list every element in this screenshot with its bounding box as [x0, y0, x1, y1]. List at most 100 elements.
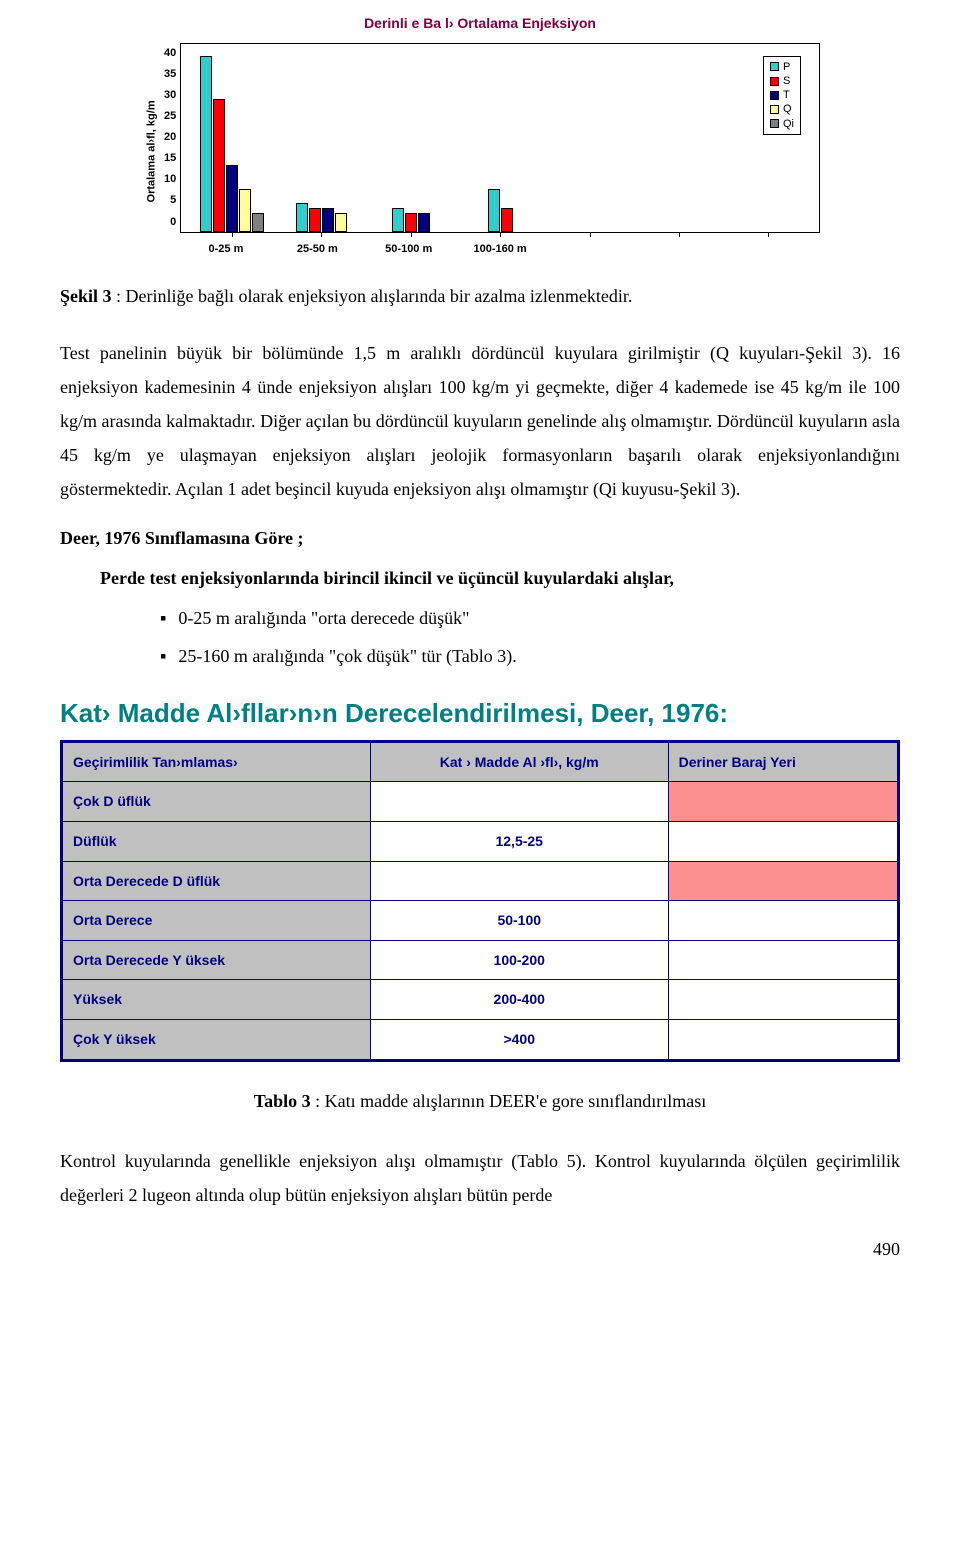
- bar: [392, 208, 404, 232]
- row-label: Düflük: [62, 822, 371, 862]
- plot-outer: PSTQQi 0-25 m25-50 m50-100 m100-160 m: [180, 43, 820, 260]
- legend-label: T: [783, 88, 790, 102]
- table-row: Orta Derece50-100: [62, 901, 899, 941]
- legend-item: S: [770, 74, 794, 88]
- bar: [296, 203, 308, 232]
- row-label: Orta Derece: [62, 901, 371, 941]
- deer-heading: Deer, 1976 Sınıflamasına Göre ;: [60, 521, 900, 555]
- table-row: Orta Derecede D üflük: [62, 861, 899, 901]
- table-header: Deriner Baraj Yeri: [668, 741, 898, 782]
- table-header: Kat › Madde Al ›fl›, kg/m: [370, 741, 668, 782]
- bar: [335, 213, 347, 232]
- bar-group: [545, 44, 634, 232]
- legend-item: P: [770, 60, 794, 74]
- bar: [418, 213, 430, 232]
- row-marker: [668, 861, 898, 901]
- bar-group: [455, 44, 544, 232]
- legend-item: Qi: [770, 117, 794, 131]
- bar-group: [634, 44, 723, 232]
- table-row: Yüksek200-400: [62, 980, 899, 1020]
- y-axis-label-box: Ortalama al›fl, kg/m: [140, 43, 164, 260]
- legend-item: Q: [770, 102, 794, 116]
- bar-group: [277, 44, 366, 232]
- row-label: Orta Derecede D üflük: [62, 861, 371, 901]
- row-marker: [668, 940, 898, 980]
- deer-table: Geçirimlilik Tan›mlamas›Kat › Madde Al ›…: [60, 740, 900, 1062]
- y-tick: 35: [164, 64, 176, 85]
- row-value: >400: [370, 1020, 668, 1061]
- row-value: 12,5-25: [370, 822, 668, 862]
- table-row: Çok D üflük: [62, 782, 899, 822]
- table-row: Düflük12,5-25: [62, 822, 899, 862]
- row-label: Yüksek: [62, 980, 371, 1020]
- legend-swatch: [770, 91, 779, 100]
- bullet-item: 25-160 m aralığında "çok düşük" tür (Tab…: [160, 639, 900, 673]
- deer-subheading: Perde test enjeksiyonlarında birincil ik…: [100, 561, 900, 595]
- row-value: [370, 861, 668, 901]
- table-caption-text: : Katı madde alışlarının DEER'e gore sın…: [315, 1091, 706, 1111]
- y-tick: 20: [164, 127, 176, 148]
- x-tick: 50-100 m: [363, 239, 454, 260]
- bullet-list: 0-25 m aralığında "orta derecede düşük" 2…: [160, 601, 900, 673]
- chart-plot: PSTQQi: [180, 43, 820, 233]
- bar: [405, 213, 417, 232]
- bar: [213, 99, 225, 232]
- row-label: Çok Y üksek: [62, 1020, 371, 1061]
- row-marker: [668, 1020, 898, 1061]
- row-marker: [668, 822, 898, 862]
- row-label: Orta Derecede Y üksek: [62, 940, 371, 980]
- bar: [488, 189, 500, 232]
- y-axis-label: Ortalama al›fl, kg/m: [142, 100, 163, 202]
- chart-title: Derinli e Ba l› Ortalama Enjeksiyon: [140, 10, 820, 37]
- legend-label: Q: [783, 102, 792, 116]
- chart-legend: PSTQQi: [763, 56, 801, 135]
- table-caption: Tablo 3 : Katı madde alışlarının DEER'e …: [60, 1084, 900, 1118]
- row-marker: [668, 901, 898, 941]
- table-title: Kat› Madde Al›fllar›n›n Derecelendirilme…: [60, 697, 900, 730]
- legend-item: T: [770, 88, 794, 102]
- row-label: Çok D üflük: [62, 782, 371, 822]
- x-tick: 0-25 m: [180, 239, 271, 260]
- table-header: Geçirimlilik Tan›mlamas›: [62, 741, 371, 782]
- legend-label: S: [783, 74, 790, 88]
- legend-swatch: [770, 119, 779, 128]
- row-marker: [668, 782, 898, 822]
- y-axis-ticks: 4035302520151050: [164, 43, 180, 233]
- row-value: 50-100: [370, 901, 668, 941]
- chart-container: Derinli e Ba l› Ortalama Enjeksiyon Orta…: [140, 10, 820, 259]
- table-row: Çok Y üksek>400: [62, 1020, 899, 1061]
- row-value: [370, 782, 668, 822]
- x-tick: 100-160 m: [454, 239, 545, 260]
- y-tick: 30: [164, 85, 176, 106]
- bar: [252, 213, 264, 232]
- legend-swatch: [770, 105, 779, 114]
- y-tick: 15: [164, 148, 176, 169]
- paragraph-2: Kontrol kuyularında genellikle enjeksiyo…: [60, 1144, 900, 1212]
- bullet-item: 0-25 m aralığında "orta derecede düşük": [160, 601, 900, 635]
- bar-group: [366, 44, 455, 232]
- figure-label: Şekil 3: [60, 286, 112, 306]
- x-tick: [729, 239, 820, 260]
- table-row: Orta Derecede Y üksek100-200: [62, 940, 899, 980]
- table-label: Tablo 3: [254, 1091, 311, 1111]
- row-marker: [668, 980, 898, 1020]
- bar: [322, 208, 334, 232]
- legend-label: Qi: [783, 117, 794, 131]
- x-tick: [546, 239, 637, 260]
- page-number: 490: [60, 1232, 900, 1266]
- row-value: 100-200: [370, 940, 668, 980]
- bar: [200, 56, 212, 232]
- bar: [309, 208, 321, 232]
- y-tick: 5: [164, 190, 176, 211]
- x-tick: [637, 239, 728, 260]
- y-tick: 25: [164, 106, 176, 127]
- legend-swatch: [770, 62, 779, 71]
- chart-area: Ortalama al›fl, kg/m 4035302520151050 PS…: [140, 43, 820, 260]
- row-value: 200-400: [370, 980, 668, 1020]
- figure-caption-text: : Derinliğe bağlı olarak enjeksiyon alış…: [116, 286, 632, 306]
- x-tick: 25-50 m: [272, 239, 363, 260]
- y-tick: 40: [164, 43, 176, 64]
- legend-label: P: [783, 60, 790, 74]
- bar: [501, 208, 513, 232]
- x-axis-ticks: 0-25 m25-50 m50-100 m100-160 m: [180, 239, 820, 260]
